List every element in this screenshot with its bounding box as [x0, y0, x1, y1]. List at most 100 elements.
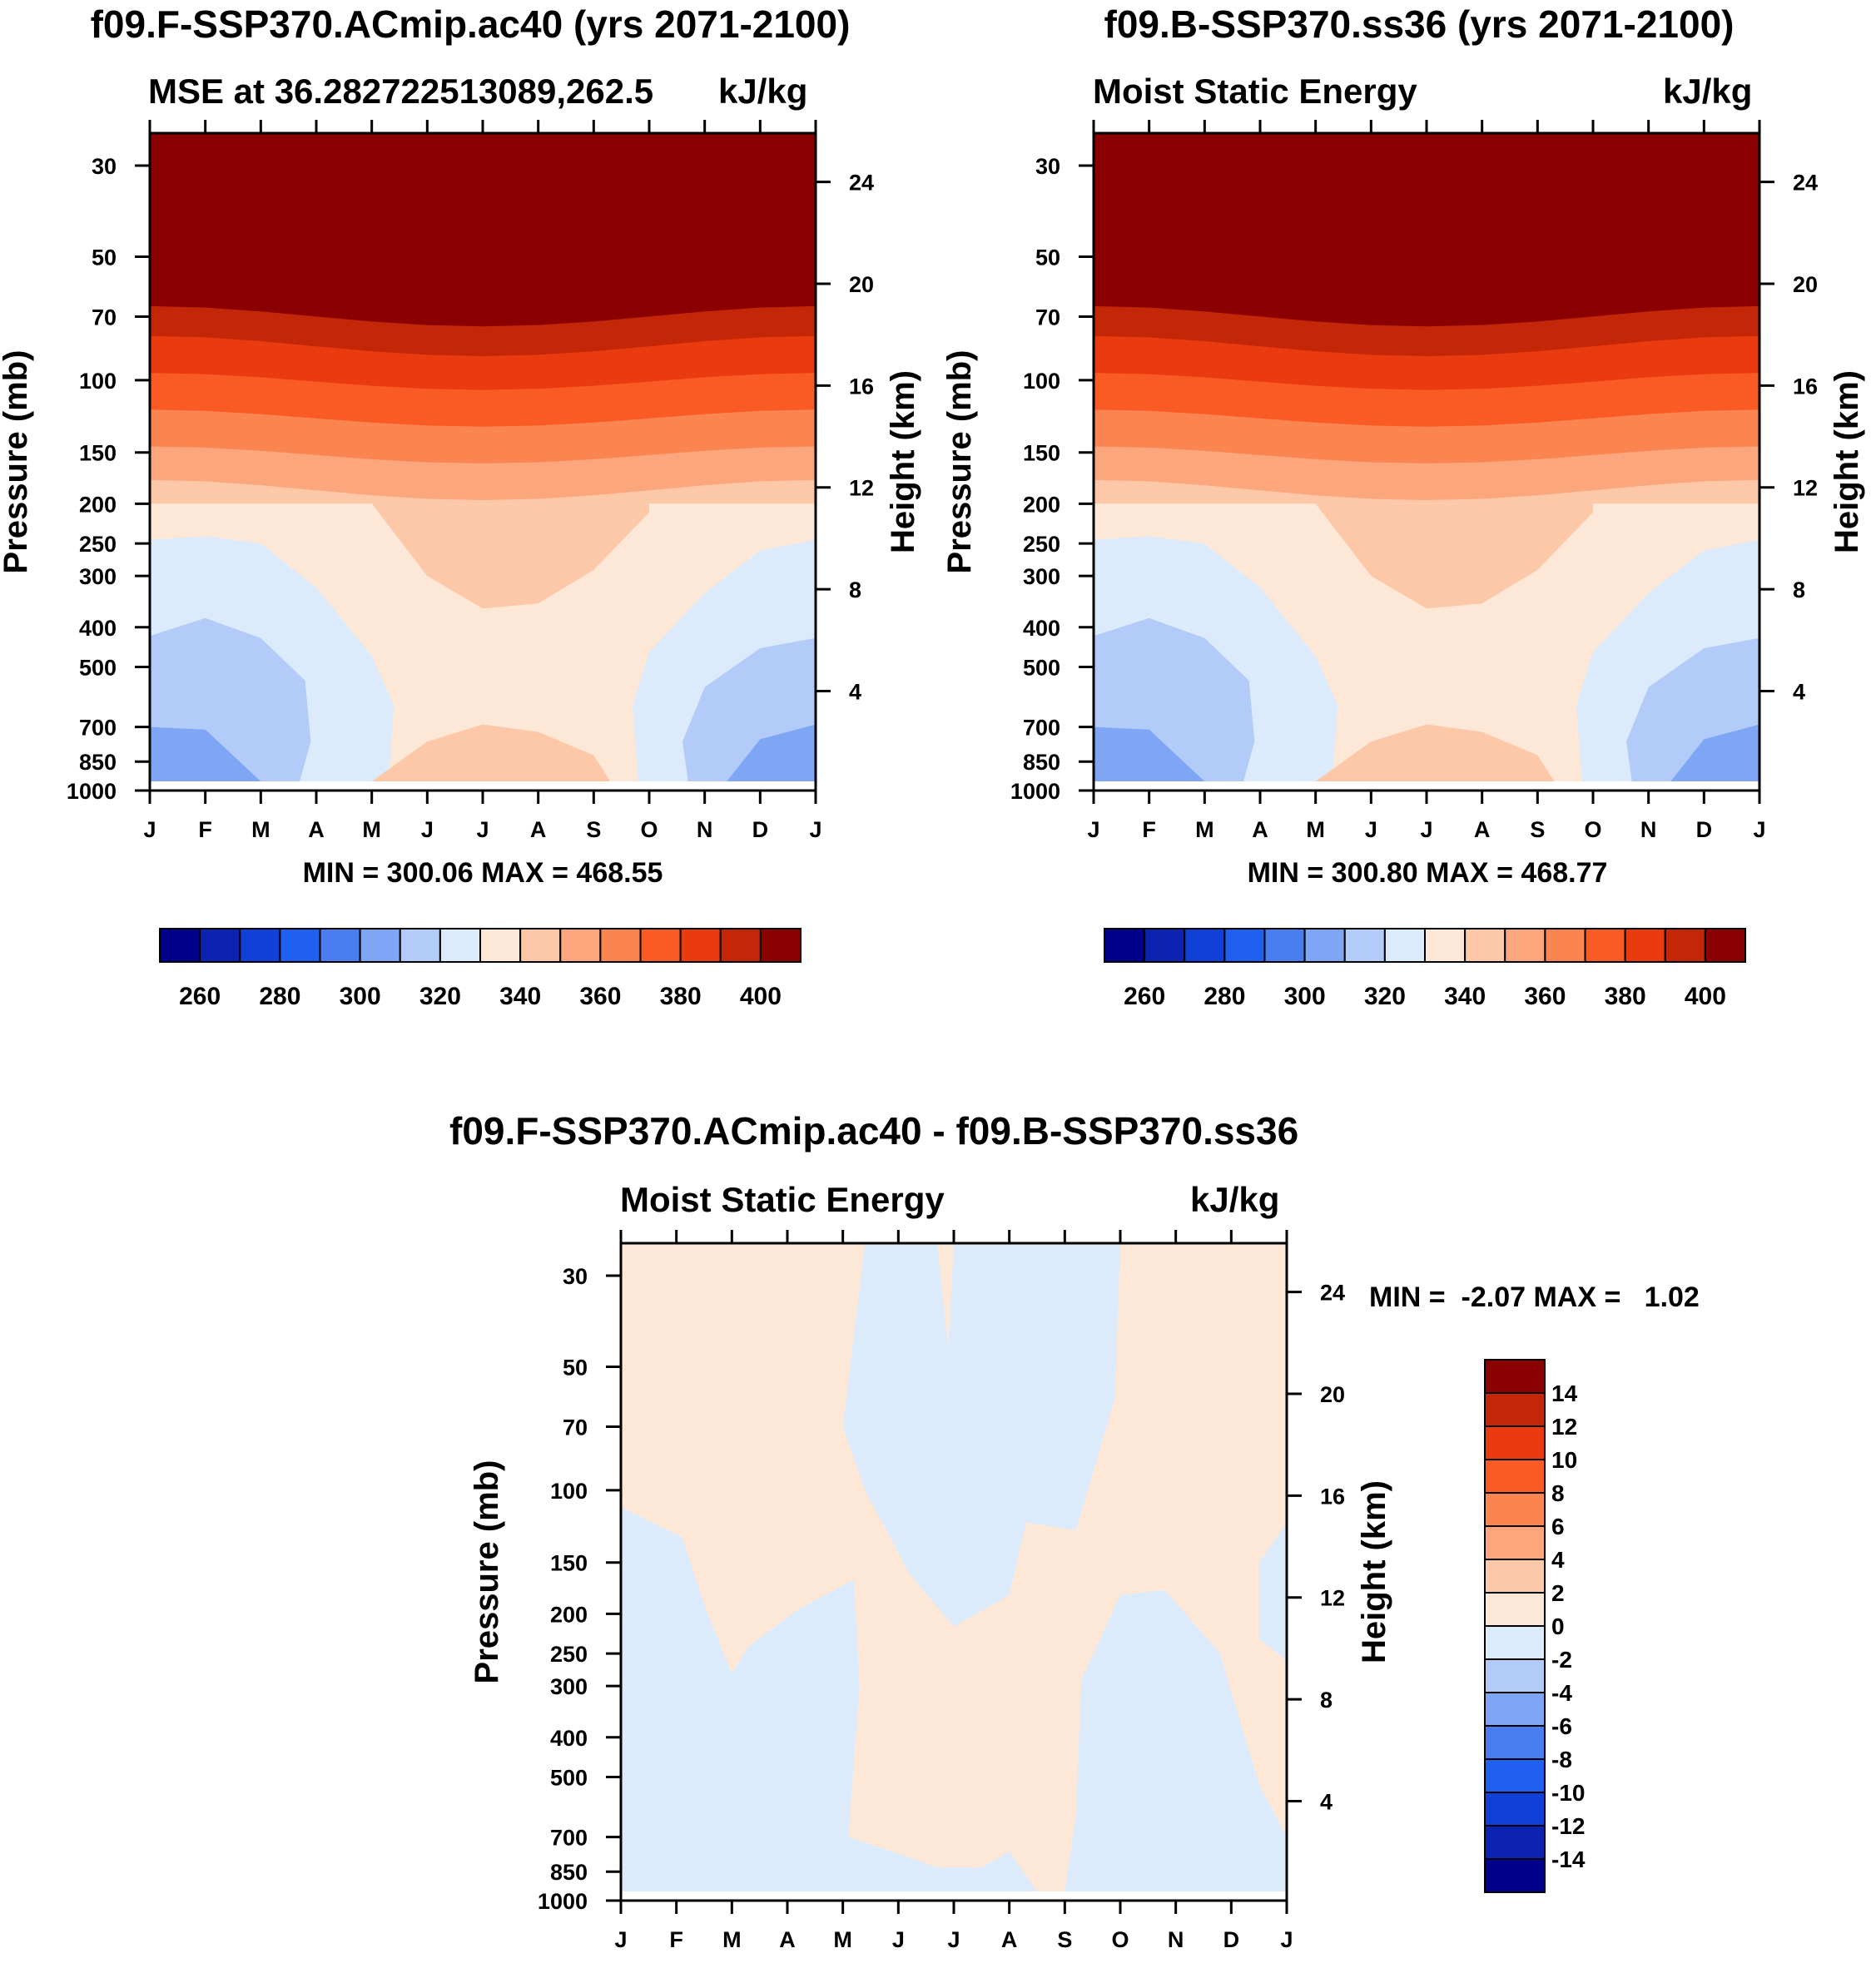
negative-lower-left [621, 1507, 1037, 1891]
height-tick-label: 20 [849, 272, 874, 297]
pressure-tick-label: 400 [1023, 616, 1060, 641]
x-tick-label-J: J [1087, 817, 1099, 842]
pressure-tick-label: 250 [79, 532, 117, 557]
x-tick-label-J: J [1365, 817, 1377, 842]
colorbar-label: 280 [259, 983, 300, 1010]
colorbar-label: 8 [1551, 1480, 1565, 1506]
colorbar-label: 340 [499, 983, 541, 1010]
cold-lobe-right-3 [727, 724, 816, 781]
x-tick-label-N: N [1640, 817, 1657, 842]
pressure-tick-label: 30 [1035, 154, 1060, 179]
pressure-tick-label: 1000 [1010, 779, 1060, 804]
surface-mask [1094, 781, 1759, 791]
x-tick-label-D: D [752, 817, 769, 842]
pressure-tick-label: 300 [550, 1674, 588, 1699]
colorbar-swatch [1104, 928, 1146, 963]
colorbar-swatch [1504, 928, 1546, 963]
colorbar-swatch [679, 928, 722, 963]
contour-band-summer-upper [1315, 503, 1593, 609]
pressure-tick-label: 200 [1023, 492, 1060, 517]
colorbar-swatch [1343, 928, 1386, 963]
colorbar-swatch [1424, 928, 1467, 963]
height-tick-label: 4 [1320, 1789, 1333, 1814]
colorbar-label: 360 [579, 983, 621, 1010]
panel3-colorbar: 14 12 10 8 6 4 2 0 -2 -4 -6 -8 -10 -12 -14 [1484, 1359, 1586, 1893]
cold-lobe-right-3 [1670, 724, 1759, 781]
colorbar-swatch [199, 928, 241, 963]
colorbar-swatch [319, 928, 361, 963]
x-tick-label-J: J [892, 1927, 905, 1952]
colorbar-label: 300 [340, 983, 381, 1010]
colorbar-label: -10 [1551, 1780, 1585, 1806]
colorbar-swatch [1484, 1492, 1546, 1527]
colorbar-swatch [1664, 928, 1706, 963]
pressure-tick-label: 200 [550, 1602, 588, 1627]
x-tick-label-O: O [640, 817, 658, 842]
colorbar-swatch [1704, 928, 1746, 963]
pressure-tick-label: 100 [79, 369, 117, 394]
negative-edge-right [1258, 1522, 1287, 1661]
warm-lobe-summer [1315, 724, 1555, 781]
pressure-tick-label: 70 [563, 1415, 588, 1440]
surface-mask [621, 1891, 1287, 1901]
colorbar-swatch [1484, 1825, 1546, 1860]
colorbar-label: 4 [1551, 1547, 1565, 1573]
axes: J F M A M J J A S O N D J 30 50 70 100 150 200 250 300 400 500… [944, 120, 1865, 842]
colorbar-label: 260 [1124, 983, 1165, 1010]
contour-band-summer-upper [371, 503, 649, 609]
colorbar-swatch [1484, 1392, 1546, 1427]
x-tick-label-M: M [833, 1927, 852, 1952]
colorbar-label: 320 [1364, 983, 1406, 1010]
height-tick-label: 16 [849, 374, 874, 399]
cold-lobe-left-3 [150, 726, 261, 781]
pressure-tick-label: 850 [79, 750, 117, 775]
x-tick-label-J: J [809, 817, 821, 842]
colorbar-swatch [1484, 1592, 1546, 1627]
colorbar-label: 10 [1551, 1447, 1577, 1473]
panel3-units: kJ/kg [1190, 1180, 1280, 1219]
colorbar-label: -14 [1551, 1847, 1586, 1872]
x-tick-label-J: J [143, 817, 156, 842]
panel1-contour-plot: J F M A M J J A S O N D J 30 50 70 100 150 200 250 300 400 500… [0, 120, 921, 842]
contour-fill [150, 133, 816, 791]
pressure-tick-label: 50 [563, 1355, 588, 1380]
colorbar-swatch [1484, 1858, 1546, 1893]
x-tick-label-M: M [1306, 817, 1325, 842]
x-tick-label-A: A [530, 817, 547, 842]
y2-axis-label: Height (km) [1356, 1480, 1392, 1663]
colorbar-swatch [1484, 1692, 1546, 1727]
colorbar-swatch [1544, 928, 1586, 963]
height-tick-label: 20 [1793, 272, 1818, 297]
y2-axis-label: Height (km) [1829, 370, 1865, 553]
x-tick-label-D: D [1696, 817, 1713, 842]
pressure-tick-label: 400 [79, 616, 117, 641]
x-tick-label-N: N [697, 817, 713, 842]
x-tick-label-O: O [1584, 817, 1601, 842]
colorbar-swatch [1464, 928, 1506, 963]
height-tick-label: 12 [1793, 476, 1818, 501]
pressure-tick-label: 700 [79, 716, 117, 741]
height-tick-label: 12 [849, 476, 874, 501]
x-tick-label-M: M [722, 1927, 742, 1952]
panel3-contour-plot: J F M A M J J A S O N D J 30 50 70 100 150 200 250 300 400 500… [471, 1230, 1392, 1952]
pressure-tick-label: 50 [1035, 245, 1060, 270]
pressure-tick-label: 150 [79, 441, 117, 466]
colorbar-swatch [559, 928, 602, 963]
colorbar-swatch [1263, 928, 1306, 963]
colorbar-swatch [519, 928, 562, 963]
height-tick-label: 4 [1793, 679, 1805, 704]
colorbar-swatch [1484, 1425, 1546, 1460]
pressure-tick-label: 30 [563, 1264, 588, 1289]
panel2-units: kJ/kg [1663, 72, 1753, 111]
colorbar-swatch [1303, 928, 1346, 963]
colorbar-label: 6 [1551, 1514, 1565, 1539]
panel2-subtitle: Moist Static Energy [1093, 72, 1417, 111]
contour-fill [1094, 133, 1759, 791]
x-tick-label-J: J [614, 1927, 627, 1952]
colorbar-swatch [1484, 1559, 1546, 1594]
height-tick-label: 8 [1320, 1688, 1333, 1713]
pressure-tick-label: 500 [79, 656, 117, 681]
height-tick-label: 20 [1320, 1382, 1345, 1407]
height-tick-label: 24 [849, 171, 874, 196]
colorbar-label: 260 [179, 983, 221, 1010]
